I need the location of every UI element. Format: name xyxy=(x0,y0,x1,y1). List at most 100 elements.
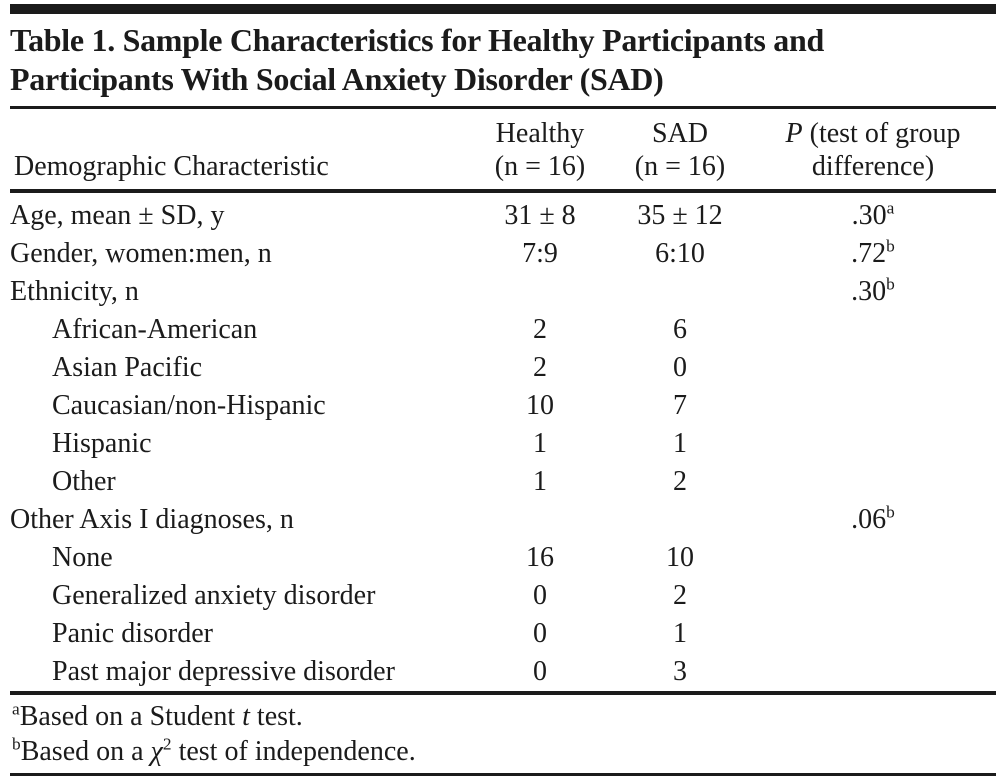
sad-value-cell: 6:10 xyxy=(655,238,705,269)
table-row: Asian Pacific 2 0 xyxy=(10,349,996,387)
footnote-a-marker: a xyxy=(12,699,20,719)
table-row: Hispanic 1 1 xyxy=(10,425,996,463)
p-value: .30 xyxy=(851,200,887,231)
footnote-a-text-pre: Based on a Student xyxy=(19,701,243,732)
row-label-cell: Caucasian/non-Hispanic xyxy=(10,387,470,425)
healthy-value-cell: 10 xyxy=(526,390,554,421)
row-label-cell: Other xyxy=(10,463,470,501)
row-label: Panic disorder xyxy=(52,618,213,649)
sad-value-cell: 10 xyxy=(666,542,694,573)
footnote-b-chi: χ xyxy=(150,736,163,767)
header-sad-line2: (n = 16) xyxy=(634,151,726,182)
header-p-value: P (test of group difference) xyxy=(750,109,996,193)
row-label-cell: Ethnicity, n xyxy=(10,273,470,311)
row-label: Age, mean ± SD, y xyxy=(10,200,225,231)
p-value: .06 xyxy=(851,504,887,535)
header-p-symbol: P xyxy=(785,118,803,149)
healthy-value-cell: 0 xyxy=(533,618,547,649)
p-value-cell: .72b xyxy=(750,235,996,273)
p-value-cell xyxy=(750,653,996,691)
sad-value-cell: 3 xyxy=(673,656,687,687)
table-row: Panic disorder 0 1 xyxy=(10,615,996,653)
row-label: Gender, women:men, n xyxy=(10,238,272,269)
sample-characteristics-table: Demographic Characteristic Healthy (n = … xyxy=(10,109,996,691)
sad-value-cell: 1 xyxy=(673,618,687,649)
footnote-b-text-pre: Based on a xyxy=(20,736,151,767)
table-row: Age, mean ± SD, y 31 ± 8 35 ± 12 .30a xyxy=(10,191,996,235)
row-label: African-American xyxy=(52,314,258,345)
sad-value-cell: 1 xyxy=(673,428,687,459)
p-value-cell xyxy=(750,387,996,425)
header-characteristic: Demographic Characteristic xyxy=(10,109,470,193)
footnotes: aBased on a Student t test. bBased on a … xyxy=(10,695,996,773)
header-characteristic-label: Demographic Characteristic xyxy=(14,151,329,182)
row-label: None xyxy=(52,542,113,573)
footnote-b-exp: 2 xyxy=(162,734,172,754)
header-row: Demographic Characteristic Healthy (n = … xyxy=(10,109,996,193)
footnote-b-marker: b xyxy=(12,734,21,754)
healthy-value-cell: 31 ± 8 xyxy=(504,200,576,231)
header-healthy-line2: (n = 16) xyxy=(494,151,586,182)
footnote-b-text-post: test of independence. xyxy=(171,736,416,767)
row-label: Other Axis I diagnoses, n xyxy=(10,504,294,535)
healthy-value-cell xyxy=(470,273,610,311)
p-value: .30 xyxy=(851,276,887,307)
footnote-a-italic: t xyxy=(242,701,250,732)
table-title: Table 1. Sample Characteristics for Heal… xyxy=(10,21,996,99)
row-label-cell: Asian Pacific xyxy=(10,349,470,387)
healthy-value-cell: 1 xyxy=(533,466,547,497)
table-row: African-American 2 6 xyxy=(10,311,996,349)
header-sad: SAD (n = 16) xyxy=(610,109,750,193)
row-label-cell: Past major depressive disorder xyxy=(10,653,470,691)
header-healthy: Healthy (n = 16) xyxy=(470,109,610,193)
p-value-cell xyxy=(750,349,996,387)
p-superscript: b xyxy=(886,502,895,522)
p-value: .72 xyxy=(851,238,887,269)
p-value-cell xyxy=(750,425,996,463)
footnote-a: aBased on a Student t test. xyxy=(12,699,996,734)
table-body: Age, mean ± SD, y 31 ± 8 35 ± 12 .30a Ge… xyxy=(10,191,996,691)
p-value-cell xyxy=(750,463,996,501)
header-p-line2: difference) xyxy=(811,151,935,182)
p-value-cell xyxy=(750,577,996,615)
p-value-cell: .30b xyxy=(750,273,996,311)
footer-rule xyxy=(10,691,996,695)
table-row: Other 1 2 xyxy=(10,463,996,501)
healthy-value-cell: 2 xyxy=(533,314,547,345)
healthy-value-cell: 0 xyxy=(533,580,547,611)
p-superscript: b xyxy=(886,236,895,256)
row-label-cell: Gender, women:men, n xyxy=(10,235,470,273)
sad-value-cell: 7 xyxy=(673,390,687,421)
table-row: Gender, women:men, n 7:9 6:10 .72b xyxy=(10,235,996,273)
p-value-cell xyxy=(750,539,996,577)
table-row: Past major depressive disorder 0 3 xyxy=(10,653,996,691)
table-header: Demographic Characteristic Healthy (n = … xyxy=(10,109,996,193)
row-label: Generalized anxiety disorder xyxy=(52,580,376,611)
footnote-a-text-post: test. xyxy=(249,701,303,732)
row-label: Caucasian/non-Hispanic xyxy=(52,390,326,421)
sad-value-cell: 2 xyxy=(673,466,687,497)
sad-value-cell: 6 xyxy=(673,314,687,345)
row-label-cell: African-American xyxy=(10,311,470,349)
sad-value-cell xyxy=(610,501,750,539)
header-healthy-line1: Healthy xyxy=(495,118,585,149)
top-rule xyxy=(10,4,996,14)
healthy-value-cell: 1 xyxy=(533,428,547,459)
healthy-value-cell xyxy=(470,501,610,539)
row-label: Past major depressive disorder xyxy=(52,656,395,687)
sad-value-cell: 35 ± 12 xyxy=(637,200,723,231)
p-value-cell xyxy=(750,311,996,349)
p-value-cell: .06b xyxy=(750,501,996,539)
table-title-line1: Table 1. Sample Characteristics for Heal… xyxy=(10,22,824,58)
row-label: Asian Pacific xyxy=(52,352,203,383)
p-superscript: b xyxy=(886,274,895,294)
header-sad-line1: SAD xyxy=(651,118,708,149)
row-label: Hispanic xyxy=(52,428,152,459)
p-superscript: a xyxy=(886,198,895,218)
p-value-cell: .30a xyxy=(750,191,996,235)
table-row: Generalized anxiety disorder 0 2 xyxy=(10,577,996,615)
table-row: Caucasian/non-Hispanic 10 7 xyxy=(10,387,996,425)
p-value-cell xyxy=(750,615,996,653)
row-label: Other xyxy=(52,466,116,497)
sad-value-cell xyxy=(610,273,750,311)
